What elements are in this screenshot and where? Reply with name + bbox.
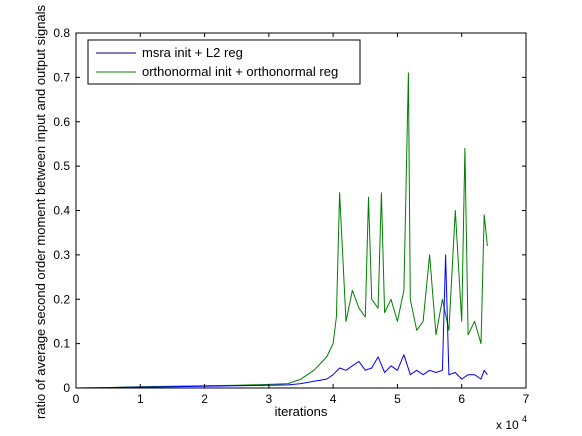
legend-box — [87, 39, 361, 85]
x-tick-label: 6 — [458, 392, 465, 406]
x-exponent-power: 4 — [522, 414, 527, 424]
x-exponent-base: x 10 — [496, 418, 519, 432]
y-tick-label: 0.3 — [53, 248, 70, 262]
x-tick-label: 3 — [266, 392, 273, 406]
y-axis-label: ratio of average second order moment bet… — [33, 4, 48, 419]
legend-label-msra: msra init + L2 reg — [142, 45, 243, 60]
x-exponent-label: x 10 4 — [496, 414, 527, 432]
y-tick-label: 0.8 — [53, 26, 70, 40]
y-tick-label: 0.7 — [53, 70, 70, 84]
x-tick-label: 7 — [523, 392, 530, 406]
x-tick-label: 2 — [201, 392, 208, 406]
x-axis-label: iterations — [275, 404, 328, 419]
y-tick-label: 0.6 — [53, 115, 70, 129]
x-tick-label: 0 — [73, 392, 80, 406]
y-tick-label: 0.1 — [53, 337, 70, 351]
x-tick-label: 5 — [394, 392, 401, 406]
series-layer — [75, 72, 488, 389]
legend-label-orthonormal: orthonormal init + orthonormal reg — [142, 64, 338, 79]
series-line-msra — [75, 254, 488, 389]
y-tick-label: 0.5 — [53, 159, 70, 173]
y-tick-label: 0.2 — [53, 292, 70, 306]
ticks-layer: 0 1 2 3 4 5 6 7 0 0.1 0.2 0.3 0.4 0.5 0.6 0.7 0.8 — [53, 26, 529, 406]
x-tick-label: 1 — [137, 392, 144, 406]
y-tick-label: 0.4 — [53, 204, 70, 218]
y-tick-label: 0 — [63, 381, 70, 395]
legend: msra init + L2 reg orthonormal init + or… — [87, 39, 361, 85]
series-line-orthonormal — [75, 72, 488, 389]
x-tick-label: 4 — [330, 392, 337, 406]
